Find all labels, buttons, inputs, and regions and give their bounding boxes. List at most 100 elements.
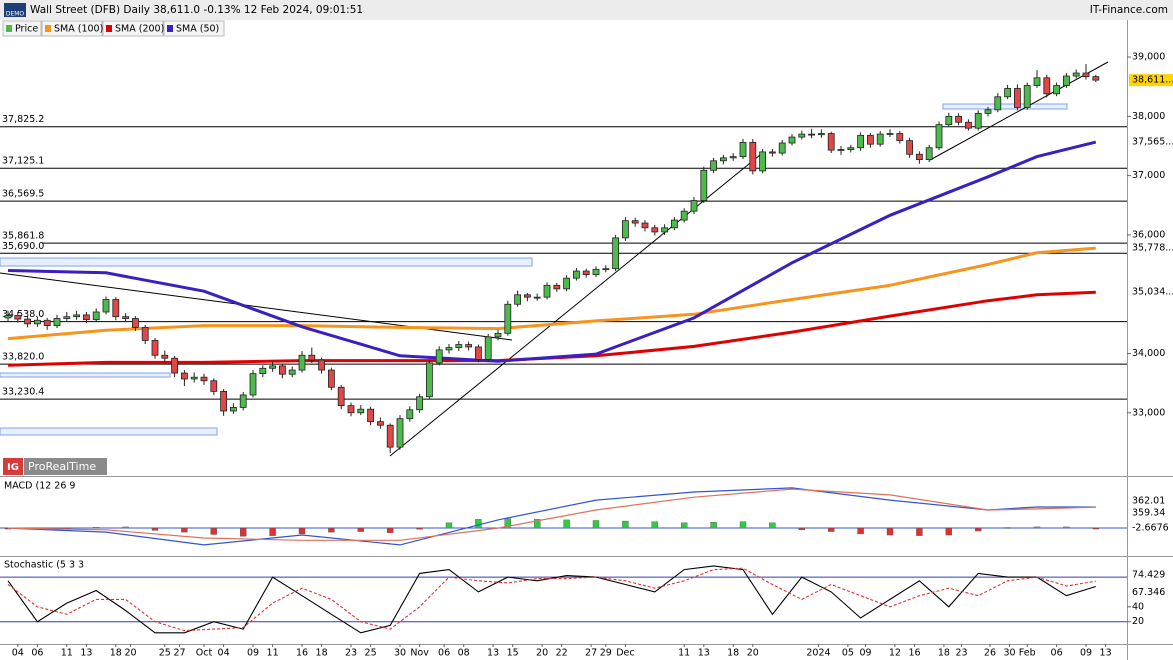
candle-body	[543, 284, 551, 298]
histogram-bar	[416, 527, 423, 530]
stochastic-line	[7, 565, 1096, 634]
zones	[0, 103, 1068, 436]
candle-body	[1063, 75, 1070, 86]
histogram-bar	[298, 527, 306, 535]
candle-body	[945, 115, 953, 126]
histogram-bar	[151, 527, 159, 531]
sma-line	[7, 246, 1096, 341]
candle-body	[102, 299, 110, 313]
candle-body	[504, 303, 512, 334]
candle-body	[690, 200, 698, 212]
last-value-bg	[1129, 586, 1173, 599]
y-tick-label: 37,000	[1132, 170, 1165, 181]
watermark: ProRealTime	[28, 460, 96, 473]
x-tick-label: 18	[316, 648, 328, 659]
level-label: 37,125.1	[2, 156, 44, 167]
legend-label: SMA (100)	[54, 24, 103, 35]
histogram-bar	[945, 527, 952, 536]
candle-body	[827, 133, 835, 151]
candle-body	[34, 319, 41, 325]
candle-body	[14, 315, 22, 320]
candle-body	[896, 133, 904, 142]
candle-body	[1004, 88, 1011, 98]
panel-title: MACD (12 26 9	[4, 481, 75, 492]
candle-body	[602, 268, 610, 271]
candle-body	[122, 316, 129, 319]
legend-swatch	[167, 25, 173, 32]
candle-body	[376, 421, 384, 426]
candle-body	[749, 142, 757, 172]
candle-body	[1053, 85, 1060, 95]
candle-body	[406, 409, 414, 420]
candle-body	[563, 277, 570, 290]
level-label: 37,825.2	[2, 114, 44, 125]
histogram-bar	[769, 522, 776, 529]
x-tick-label: 23	[955, 648, 967, 659]
y-tick-label: 40	[1132, 601, 1144, 612]
x-tick-label: 13	[487, 648, 499, 659]
x-tick-label: 30	[1004, 648, 1016, 659]
candle-body	[1033, 77, 1041, 86]
candle-body	[445, 347, 453, 351]
level-label-bg	[0, 155, 42, 167]
y-tick-label: 33,000	[1132, 407, 1165, 418]
x-tick-label: 04	[218, 648, 230, 659]
candle-body	[318, 359, 326, 371]
candle-body	[131, 318, 139, 328]
x-tick-label: 13	[698, 648, 710, 659]
candle-body	[1092, 76, 1100, 81]
histogram-bar	[563, 519, 570, 529]
x-tick-label: 27	[173, 648, 185, 659]
x-tick-label: 26	[984, 648, 996, 659]
histogram-bar	[475, 519, 482, 529]
histogram-bar	[857, 527, 864, 535]
candle-body	[259, 367, 267, 375]
last-value-bg	[1129, 522, 1173, 535]
legend-label: SMA (200)	[115, 24, 164, 35]
candle-body	[867, 134, 874, 145]
level-label-bg	[0, 230, 42, 242]
histogram-bar	[886, 527, 894, 536]
x-tick-label: 09	[859, 648, 871, 659]
candle-body	[190, 376, 198, 380]
candle-body	[965, 121, 972, 129]
x-tick-label: Dec	[616, 648, 634, 659]
panel-title: Stochastic (5 3 3	[4, 560, 84, 571]
x-tick-label: 06	[1051, 648, 1063, 659]
candle-body	[269, 365, 277, 369]
x-tick-label: Feb	[1019, 648, 1036, 659]
legend-box	[41, 20, 103, 37]
level-label: 33,230.4	[2, 387, 44, 398]
candle-body	[141, 326, 149, 341]
level-label: 35,861.8	[2, 231, 44, 242]
candle-body	[808, 133, 815, 136]
candle-body	[357, 408, 365, 414]
histogram-bar	[622, 520, 629, 529]
badge: DEMO	[6, 11, 25, 18]
macd-line	[7, 488, 1096, 541]
legend-label: SMA (50)	[176, 24, 219, 35]
trendline	[929, 61, 1109, 161]
histogram-bar	[975, 527, 982, 532]
x-tick-label: 16	[296, 648, 308, 659]
candle-body	[984, 109, 992, 114]
candle-body	[229, 407, 237, 412]
last-value-label: 37,565...	[1132, 137, 1173, 148]
x-tick-label: 04	[12, 648, 24, 659]
candle-body	[1082, 72, 1090, 78]
candle-body	[906, 140, 913, 155]
legend: Price SMA (100) SMA (200) SMA (50)	[2, 20, 225, 37]
level-label: 33,820.0	[2, 352, 44, 363]
histogram-bar	[504, 518, 511, 529]
candle-body	[220, 391, 228, 412]
candle-body	[857, 134, 864, 149]
x-tick-label: 25	[365, 648, 377, 659]
candle-body	[671, 219, 678, 229]
x-tick-label: 18	[938, 648, 950, 659]
candle-body	[651, 227, 659, 233]
badge-bg	[4, 3, 26, 17]
x-tick-label: 29	[600, 648, 612, 659]
candle-body	[798, 133, 806, 138]
histogram-bar	[916, 527, 923, 536]
